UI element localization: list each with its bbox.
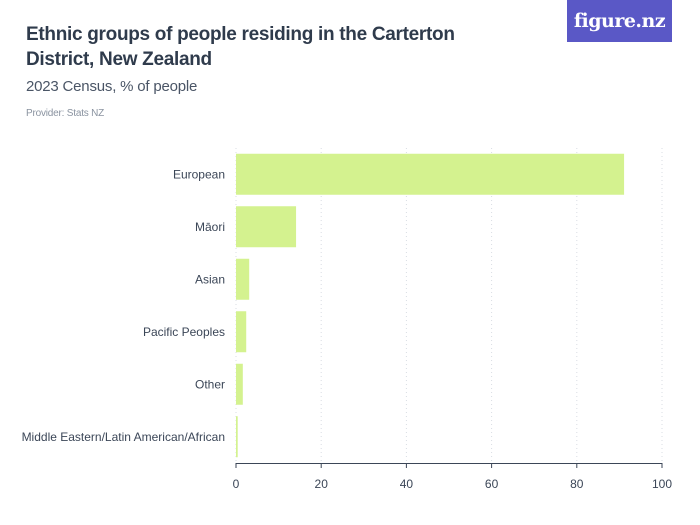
provider-note: Provider: Stats NZ xyxy=(26,108,105,119)
category-label: Māori xyxy=(195,220,225,234)
category-label: Other xyxy=(195,377,225,391)
x-tick-label: 20 xyxy=(315,477,329,491)
x-tick-label: 0 xyxy=(233,477,240,491)
chart-title: Ethnic groups of people residing in the … xyxy=(26,24,455,70)
figure-nz-logo[interactable]: figure.nz xyxy=(567,0,672,42)
bar-pacific-peoples xyxy=(236,311,247,353)
category-label: Middle Eastern/Latin American/African xyxy=(22,430,225,444)
x-tick-label: 80 xyxy=(570,477,584,491)
x-tick-label: 40 xyxy=(400,477,414,491)
bar-asian xyxy=(236,258,250,300)
chart-subtitle: 2023 Census, % of people xyxy=(26,78,198,95)
category-label: Pacific Peoples xyxy=(143,325,225,339)
bar-other xyxy=(236,363,243,405)
category-label: European xyxy=(173,167,225,181)
bar-european xyxy=(236,153,625,195)
bar-middle-eastern-latin-american-african xyxy=(236,416,238,458)
x-tick-label: 60 xyxy=(485,477,499,491)
bar-m-ori xyxy=(236,206,297,248)
x-tick-label: 100 xyxy=(652,477,672,491)
category-label: Asian xyxy=(195,272,225,286)
